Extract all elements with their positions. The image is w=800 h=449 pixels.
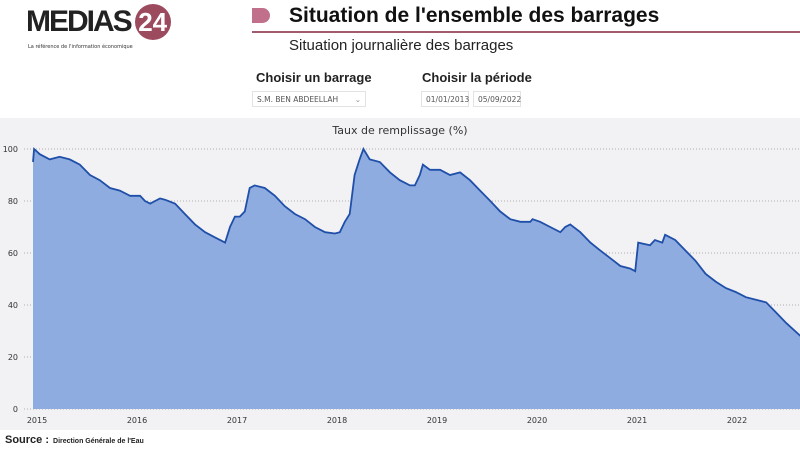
source-value: Direction Générale de l'Eau (53, 438, 144, 445)
period-end-input[interactable]: 05/09/2022 (473, 91, 521, 107)
logo-tagline: La référence de l'information économique (28, 44, 133, 50)
source-line: Source : Direction Générale de l'Eau (5, 434, 144, 446)
x-tick-label: 2016 (127, 416, 147, 425)
y-tick-label: 0 (13, 405, 18, 414)
x-tick-label: 2019 (427, 416, 447, 425)
area-fill (33, 149, 800, 409)
chart-title: Taux de remplissage (%) (331, 124, 467, 137)
y-tick-label: 80 (8, 197, 18, 206)
dam-dropdown-value: S.M. BEN ABDEELLAH (257, 95, 339, 104)
x-tick-label: 2020 (527, 416, 547, 425)
y-tick-label: 60 (8, 249, 18, 258)
title-divider (252, 31, 800, 33)
x-tick-label: 2017 (227, 416, 247, 425)
series-line (32, 146, 800, 337)
y-tick-label: 40 (8, 301, 18, 310)
logo-row: MEDIAS 24 (26, 4, 246, 40)
x-tick-label: 2018 (327, 416, 347, 425)
chevron-down-icon: ⌄ (354, 95, 361, 104)
logo-number: 24 (134, 4, 171, 40)
page-subtitle: Situation journalière des barrages (289, 37, 514, 54)
x-tick-label: 2021 (627, 416, 647, 425)
page-title: Situation de l'ensemble des barrages (289, 4, 660, 27)
y-tick-label: 100 (3, 145, 18, 154)
source-label: Source : (5, 434, 50, 446)
title-marker-icon (252, 8, 270, 23)
x-tick-label: 2015 (27, 416, 47, 425)
medias24-logo: MEDIAS 24 La référence de l'information … (26, 4, 246, 54)
logo-text: MEDIAS (26, 5, 133, 38)
y-tick-label: 20 (8, 353, 18, 362)
dam-filter-label: Choisir un barrage (256, 70, 372, 85)
fill-rate-chart: Taux de remplissage (%) 0 20 40 60 80 100 2015… (3, 124, 800, 425)
dam-dropdown[interactable]: S.M. BEN ABDEELLAH ⌄ (252, 91, 366, 107)
period-start-input[interactable]: 01/01/2013 (421, 91, 469, 107)
x-tick-label: 2022 (727, 416, 747, 425)
period-filter-label: Choisir la période (422, 70, 532, 85)
